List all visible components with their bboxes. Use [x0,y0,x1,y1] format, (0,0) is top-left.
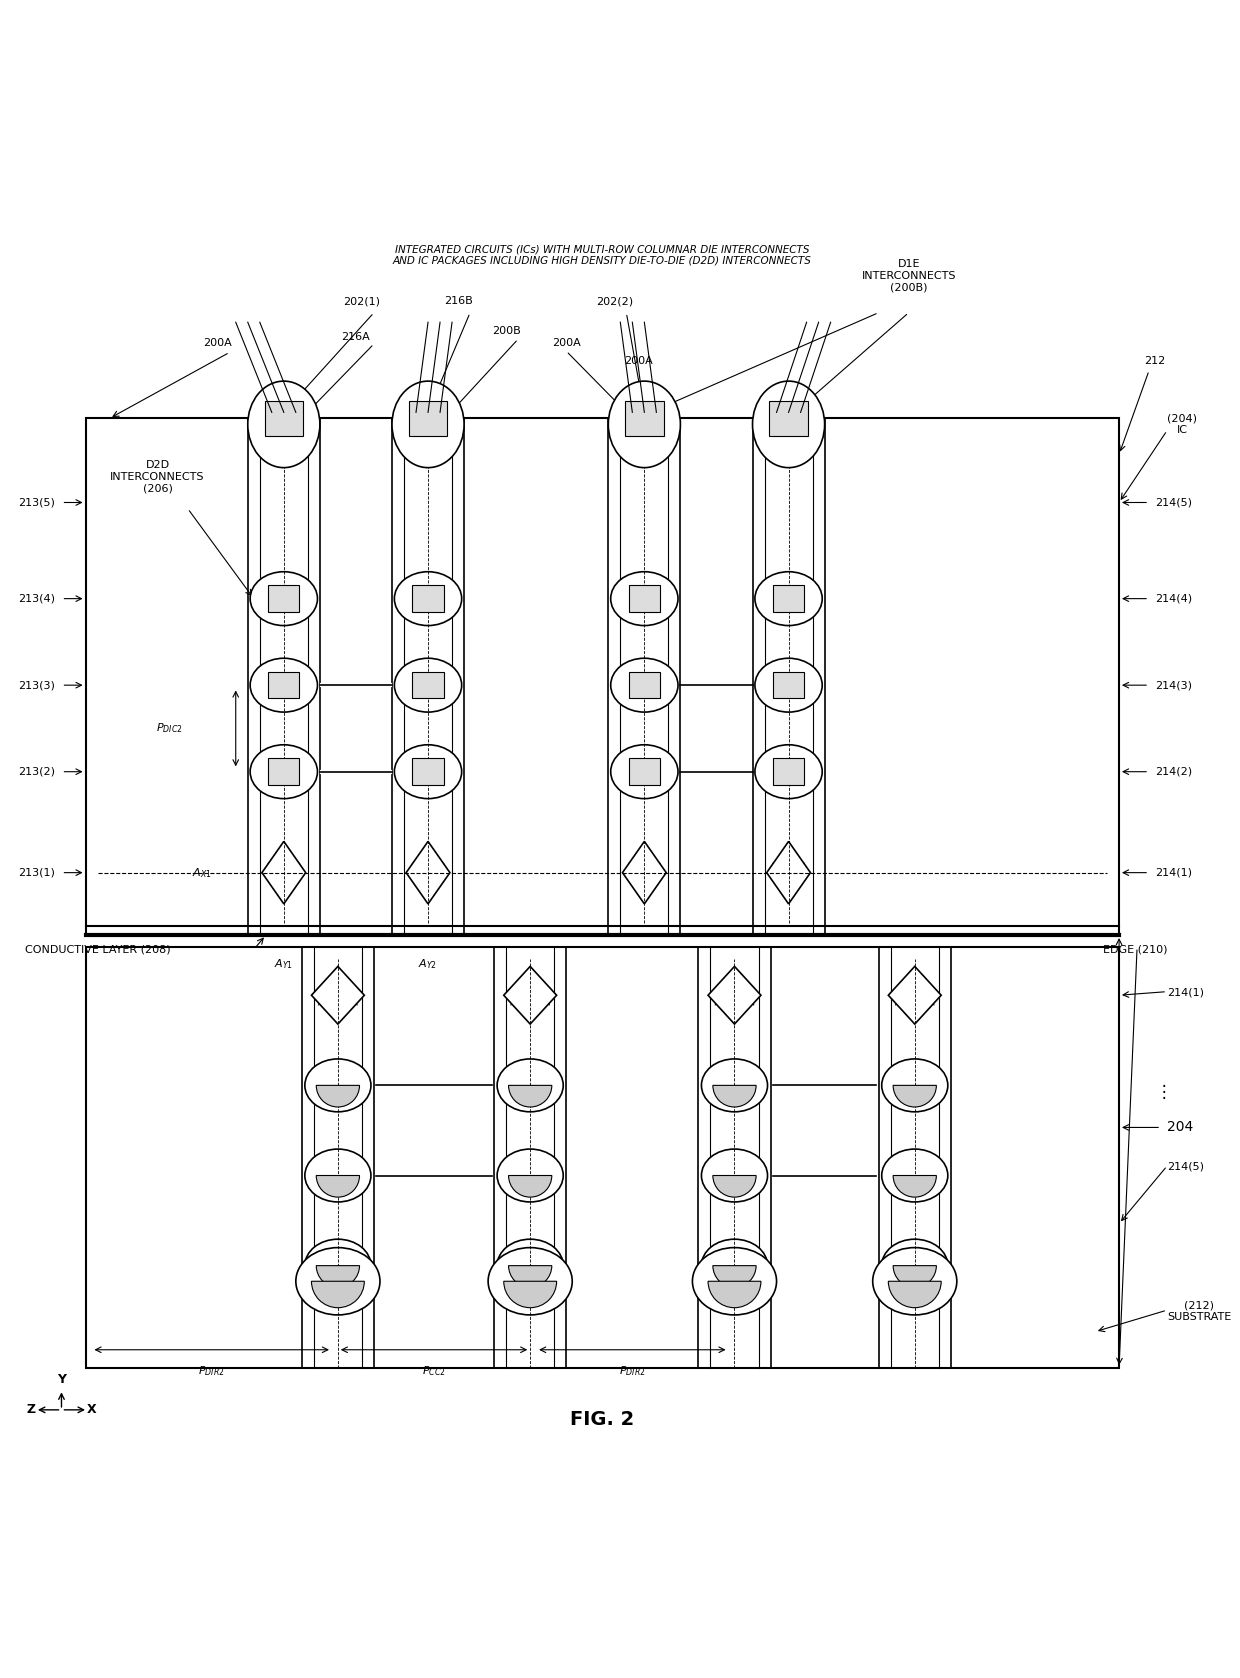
Text: 200A: 200A [203,339,232,349]
Polygon shape [622,841,666,904]
Text: $A_{Y2}$: $A_{Y2}$ [418,956,438,970]
Text: 214(3): 214(3) [1156,680,1192,690]
Text: Z: Z [27,1403,36,1416]
Text: INTEGRATED CIRCUITS (ICs) WITH MULTI-ROW COLUMNAR DIE INTERCONNECTS
AND IC PACKA: INTEGRATED CIRCUITS (ICs) WITH MULTI-ROW… [393,243,812,265]
Ellipse shape [305,1149,371,1201]
Text: 216B: 216B [444,297,472,305]
Text: 214(5): 214(5) [1167,1161,1204,1171]
Ellipse shape [753,381,825,468]
Text: CONDUCTIVE LAYER (208): CONDUCTIVE LAYER (208) [26,945,171,955]
Text: 212: 212 [1145,356,1166,366]
Bar [268,671,299,698]
Ellipse shape [611,745,678,799]
Bar [268,758,299,785]
Wedge shape [713,1176,756,1196]
Bar [409,401,448,436]
Polygon shape [262,841,306,904]
Ellipse shape [497,1238,563,1292]
Text: D2D
INTERCONNECTS
(206): D2D INTERCONNECTS (206) [110,460,205,493]
Bar [629,671,660,698]
Ellipse shape [305,1238,371,1292]
Ellipse shape [250,745,317,799]
Text: 202(2): 202(2) [595,297,632,305]
Text: 213(1): 213(1) [19,868,56,878]
Wedge shape [508,1265,552,1287]
Text: 214(1): 214(1) [1156,868,1192,878]
Ellipse shape [755,745,822,799]
Ellipse shape [609,381,681,468]
Bar [413,758,444,785]
Ellipse shape [296,1248,379,1316]
Ellipse shape [392,381,464,468]
Wedge shape [893,1086,936,1107]
Wedge shape [508,1176,552,1196]
Text: 202(1): 202(1) [343,297,381,305]
Text: 200A: 200A [624,356,652,366]
Text: (212)
SUBSTRATE: (212) SUBSTRATE [1167,1300,1231,1322]
Text: 214(5): 214(5) [1156,497,1192,507]
Text: 214(2): 214(2) [1156,767,1192,777]
Bar [769,401,807,436]
Wedge shape [893,1176,936,1196]
Polygon shape [311,967,365,1024]
Ellipse shape [755,658,822,711]
Text: 200B: 200B [492,326,521,336]
Ellipse shape [489,1248,572,1316]
Text: 213(4): 213(4) [19,594,56,604]
Bar [413,586,444,612]
Polygon shape [407,841,450,904]
Ellipse shape [497,1149,563,1201]
Bar [629,758,660,785]
Ellipse shape [394,572,461,626]
Bar [629,586,660,612]
Text: 216A: 216A [341,332,371,342]
Bar [625,401,663,436]
Text: $P_{DIR2}$: $P_{DIR2}$ [619,1364,646,1378]
Text: $A_{X1}$: $A_{X1}$ [192,866,212,879]
Text: 204: 204 [1167,1121,1193,1134]
Text: 200A: 200A [552,339,580,349]
Text: EDGE (210): EDGE (210) [1102,945,1167,955]
Text: 213(5): 213(5) [19,497,56,507]
Wedge shape [893,1265,936,1287]
Polygon shape [503,967,557,1024]
Text: $P_{DIR2}$: $P_{DIR2}$ [198,1364,224,1378]
Text: X: X [87,1403,97,1416]
Bar [86,946,1118,1368]
Ellipse shape [882,1059,947,1113]
Text: $P_{CC2}$: $P_{CC2}$ [422,1364,446,1378]
Polygon shape [766,841,811,904]
Ellipse shape [702,1149,768,1201]
Wedge shape [888,1282,941,1307]
Wedge shape [713,1086,756,1107]
Text: 213(3): 213(3) [19,680,56,690]
Ellipse shape [755,572,822,626]
Ellipse shape [394,745,461,799]
Ellipse shape [611,572,678,626]
Ellipse shape [611,658,678,711]
Bar [268,586,299,612]
Wedge shape [311,1282,365,1307]
Ellipse shape [497,1059,563,1113]
Bar [264,401,303,436]
Ellipse shape [248,381,320,468]
Wedge shape [316,1086,360,1107]
Wedge shape [503,1282,557,1307]
Ellipse shape [882,1149,947,1201]
Wedge shape [316,1176,360,1196]
Wedge shape [508,1086,552,1107]
Text: (204)
IC: (204) IC [1167,413,1197,435]
Text: 214(1): 214(1) [1167,987,1204,997]
Polygon shape [708,967,761,1024]
Ellipse shape [873,1248,957,1316]
Wedge shape [713,1265,756,1287]
Text: 213(2): 213(2) [19,767,56,777]
Ellipse shape [305,1059,371,1113]
Wedge shape [316,1265,360,1287]
Ellipse shape [702,1238,768,1292]
Ellipse shape [882,1238,947,1292]
Text: Y: Y [57,1373,66,1386]
Ellipse shape [692,1248,776,1316]
Bar [773,758,805,785]
Text: $P_{DIC2}$: $P_{DIC2}$ [156,722,184,735]
